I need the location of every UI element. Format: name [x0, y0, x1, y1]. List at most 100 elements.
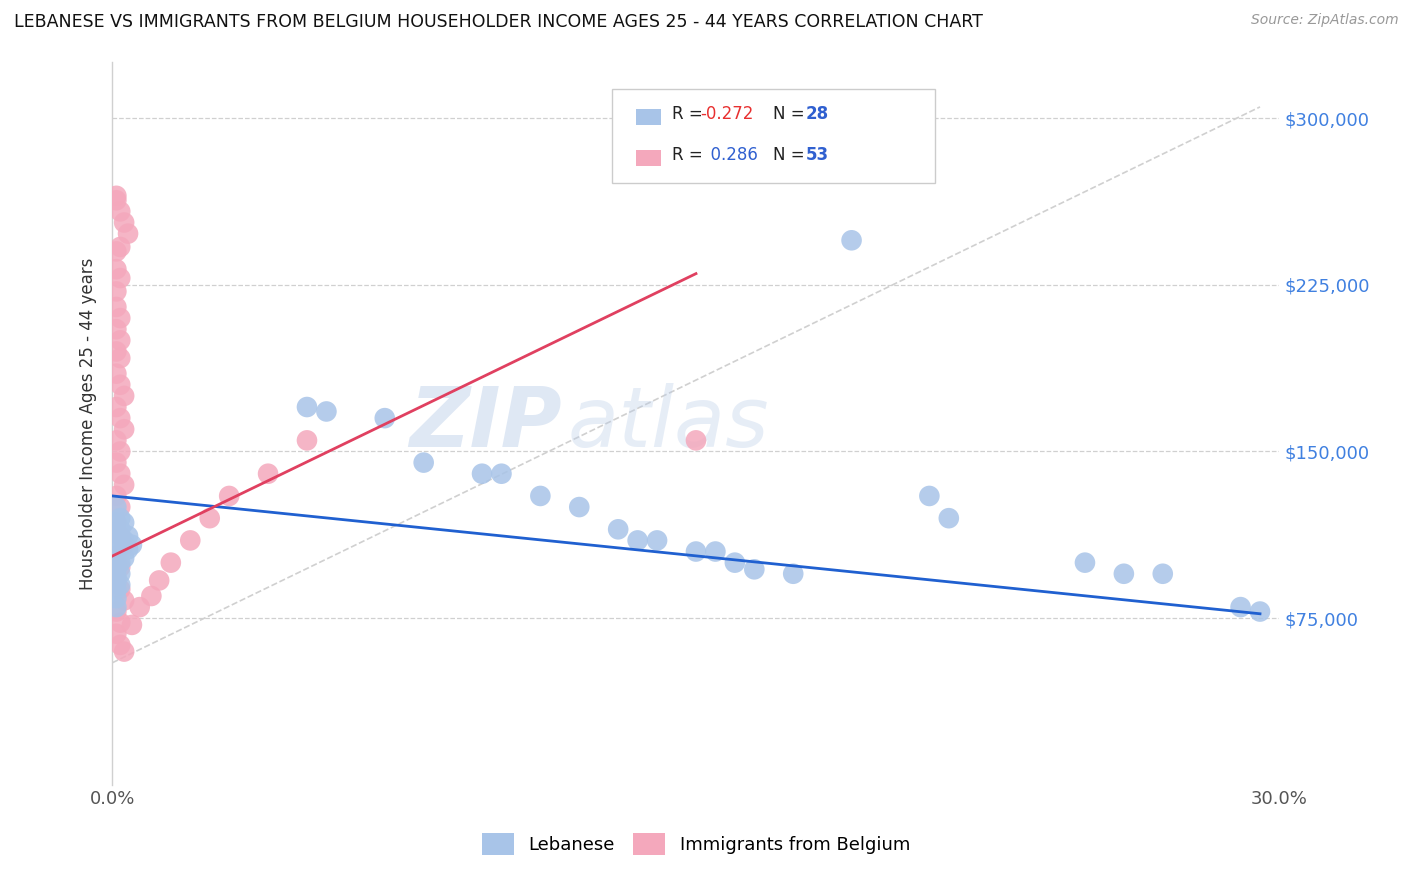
- Point: [112, 551, 135, 566]
- Text: R =: R =: [672, 146, 709, 164]
- Point: [105, 367, 128, 381]
- Point: [112, 422, 135, 436]
- Point: [110, 240, 132, 254]
- Point: [568, 500, 591, 514]
- Point: [110, 544, 132, 558]
- Point: [105, 194, 128, 208]
- Y-axis label: Householder Income Ages 25 - 44 years: Householder Income Ages 25 - 44 years: [79, 258, 97, 590]
- Point: [105, 285, 128, 299]
- Point: [105, 489, 128, 503]
- Point: [110, 615, 132, 630]
- Point: [1112, 566, 1135, 581]
- Point: [110, 529, 132, 543]
- Point: [105, 600, 128, 615]
- Point: [782, 566, 804, 581]
- Point: [148, 574, 170, 588]
- Point: [117, 529, 139, 543]
- Legend: Lebanese, Immigrants from Belgium: Lebanese, Immigrants from Belgium: [474, 826, 918, 863]
- Point: [105, 322, 128, 336]
- Point: [704, 544, 727, 558]
- Point: [110, 334, 132, 348]
- Point: [112, 593, 135, 607]
- Point: [1074, 556, 1097, 570]
- Point: [110, 411, 132, 425]
- Point: [160, 556, 183, 570]
- Point: [295, 434, 318, 448]
- Point: [607, 522, 630, 536]
- Point: [112, 644, 135, 658]
- Point: [112, 533, 135, 548]
- Point: [1152, 566, 1174, 581]
- Point: [110, 351, 132, 365]
- Point: [105, 300, 128, 314]
- Point: [315, 404, 337, 418]
- Point: [918, 489, 941, 503]
- Point: [105, 575, 128, 590]
- Point: [105, 500, 128, 514]
- Point: [685, 544, 707, 558]
- Point: [105, 516, 128, 530]
- Point: [218, 489, 240, 503]
- Text: 0.286: 0.286: [700, 146, 758, 164]
- Point: [105, 591, 128, 606]
- Point: [491, 467, 513, 481]
- Point: [105, 189, 128, 203]
- Point: [110, 533, 132, 548]
- Point: [295, 400, 318, 414]
- Point: [105, 627, 128, 641]
- Point: [110, 638, 132, 652]
- Point: [374, 411, 396, 425]
- Point: [110, 204, 132, 219]
- Text: ZIP: ZIP: [409, 384, 562, 464]
- Point: [117, 542, 139, 557]
- Point: [112, 538, 135, 552]
- Point: [627, 533, 650, 548]
- Point: [110, 271, 132, 285]
- Point: [112, 478, 135, 492]
- Point: [110, 500, 132, 514]
- Point: [938, 511, 960, 525]
- Point: [121, 618, 143, 632]
- Point: [105, 605, 128, 619]
- Text: LEBANESE VS IMMIGRANTS FROM BELGIUM HOUSEHOLDER INCOME AGES 25 - 44 YEARS CORREL: LEBANESE VS IMMIGRANTS FROM BELGIUM HOUS…: [14, 13, 983, 31]
- Text: -0.272: -0.272: [700, 105, 754, 123]
- Point: [110, 467, 132, 481]
- Point: [105, 538, 128, 552]
- Point: [645, 533, 668, 548]
- Text: Source: ZipAtlas.com: Source: ZipAtlas.com: [1251, 13, 1399, 28]
- Point: [110, 560, 132, 574]
- Point: [105, 400, 128, 414]
- Point: [105, 582, 128, 597]
- Point: [105, 529, 128, 543]
- Point: [110, 311, 132, 326]
- Point: [105, 344, 128, 359]
- Point: [112, 389, 135, 403]
- Point: [112, 516, 135, 530]
- Point: [724, 556, 747, 570]
- Point: [110, 377, 132, 392]
- Point: [110, 566, 132, 581]
- Point: [121, 538, 143, 552]
- Point: [685, 434, 707, 448]
- Point: [105, 569, 128, 583]
- Point: [105, 434, 128, 448]
- Point: [412, 456, 434, 470]
- Point: [110, 556, 132, 570]
- Point: [105, 556, 128, 570]
- Point: [105, 571, 128, 585]
- Point: [110, 578, 132, 592]
- Point: [179, 533, 201, 548]
- Text: R =: R =: [672, 105, 709, 123]
- Point: [105, 549, 128, 563]
- Point: [1229, 600, 1251, 615]
- Point: [471, 467, 494, 481]
- Point: [110, 444, 132, 458]
- Point: [105, 562, 128, 576]
- Point: [141, 589, 163, 603]
- Point: [105, 516, 128, 530]
- Point: [105, 262, 128, 277]
- Point: [105, 456, 128, 470]
- Text: N =: N =: [773, 105, 810, 123]
- Point: [110, 522, 132, 536]
- Point: [112, 215, 135, 229]
